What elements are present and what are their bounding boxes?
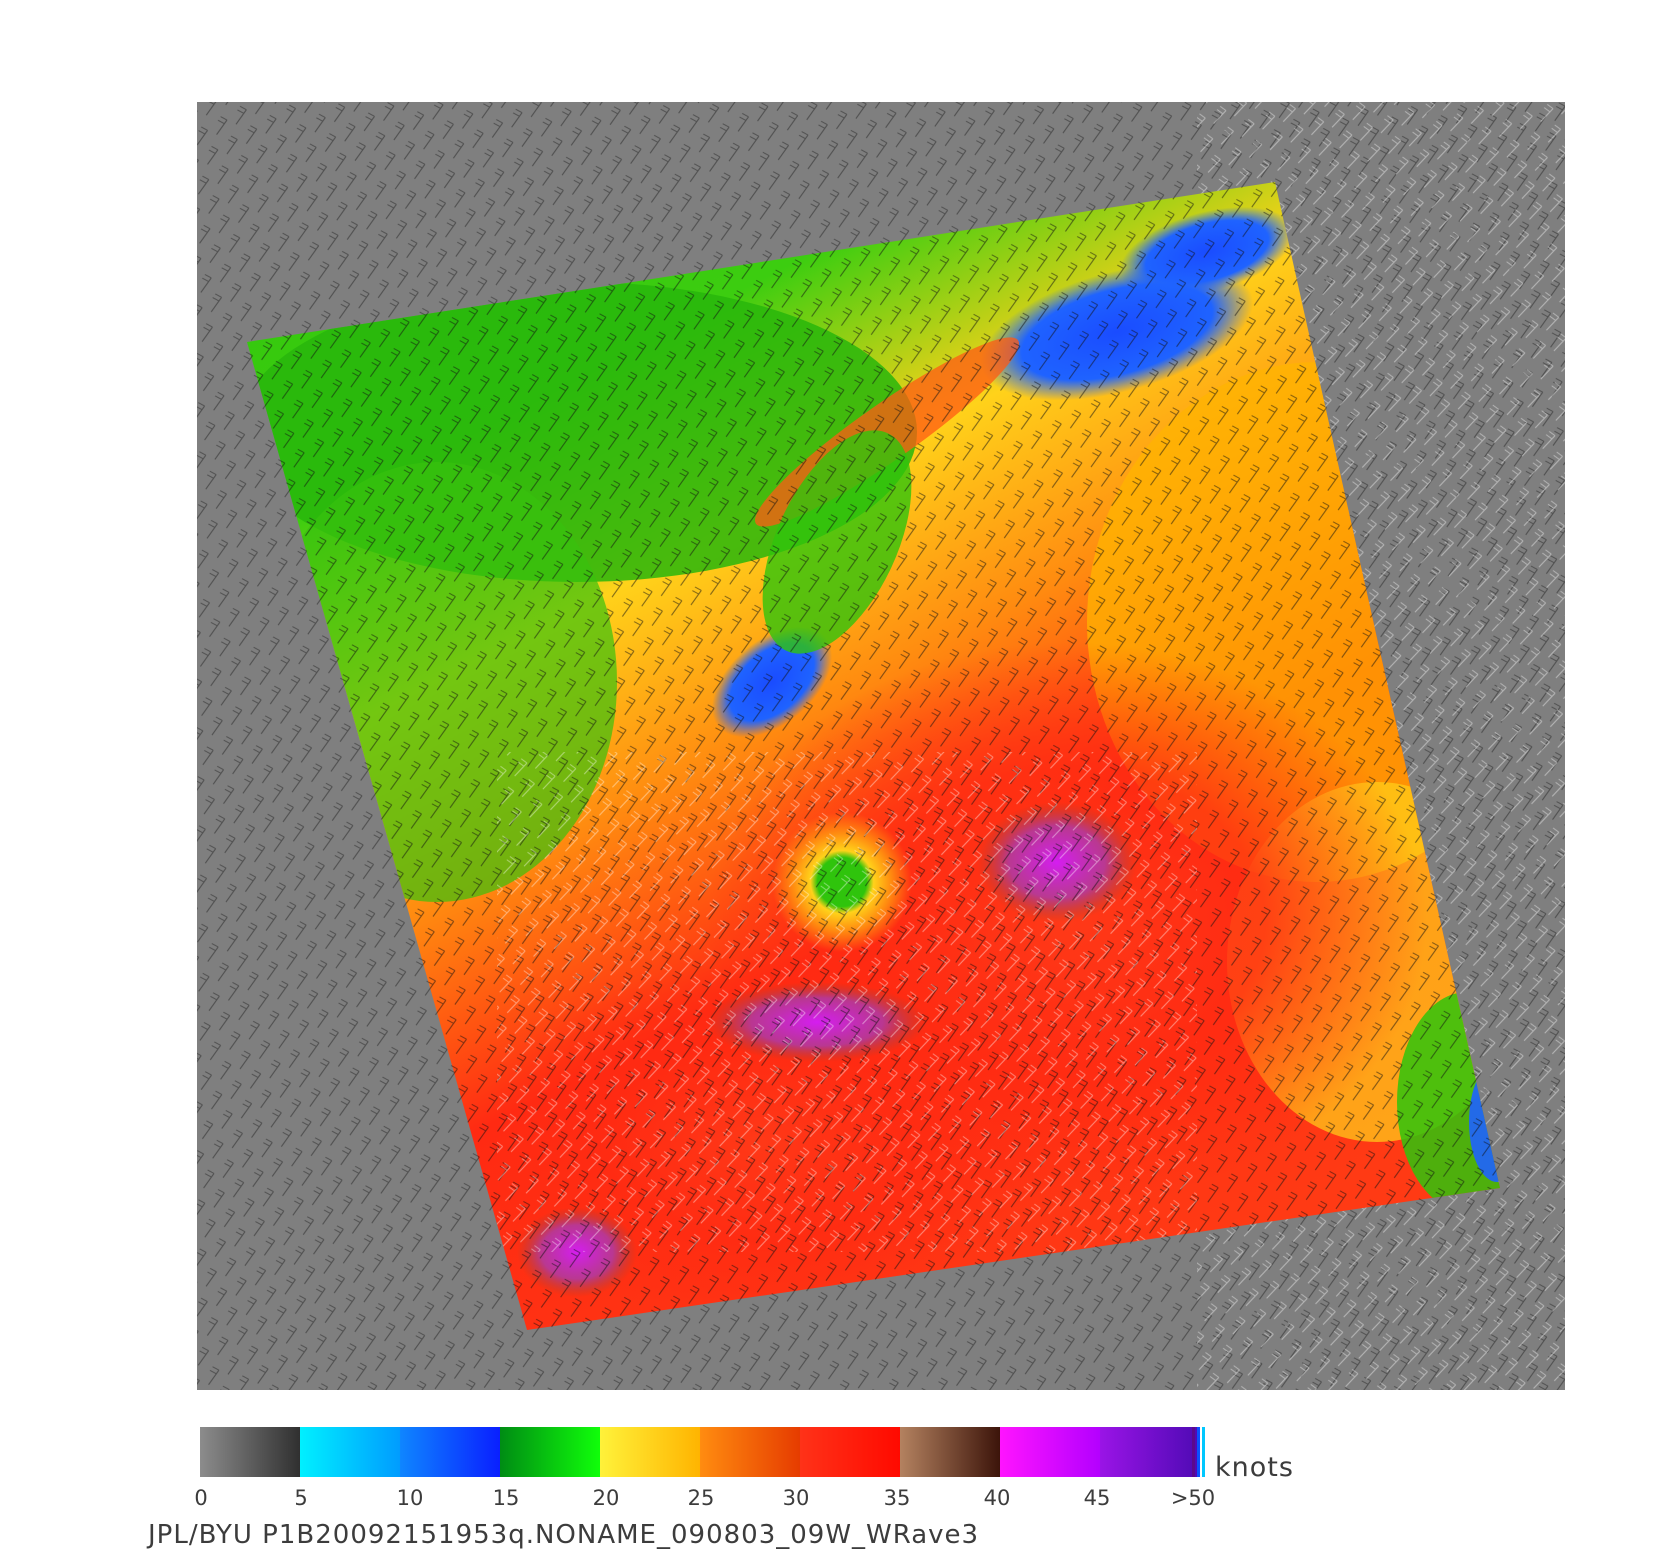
colorbar-tick-label: 35 <box>883 1486 911 1510</box>
colorbar-tick-label: 20 <box>592 1486 620 1510</box>
wind-speed-colorbar <box>200 1427 1200 1477</box>
colorbar-segment <box>400 1427 500 1477</box>
colorbar-segment <box>1000 1427 1100 1477</box>
colorbar-tick-label: 25 <box>687 1486 715 1510</box>
colorbar-segment <box>600 1427 700 1477</box>
colorbar-segment <box>200 1427 300 1477</box>
colorbar-overflow-marker <box>1192 1427 1208 1477</box>
colorbar-tick-label: 10 <box>396 1486 424 1510</box>
colorbar-segment <box>900 1427 1000 1477</box>
colorbar-segment <box>700 1427 800 1477</box>
colorbar-segment <box>300 1427 400 1477</box>
colorbar-tick-label: >50 <box>1170 1486 1216 1510</box>
colorbar-tick-label: 5 <box>294 1486 308 1510</box>
product-caption: JPL/BYU P1B20092151953q.NONAME_090803_09… <box>148 1520 980 1550</box>
colorbar-tick-label: 15 <box>492 1486 520 1510</box>
wind-field-map <box>197 102 1565 1390</box>
colorbar-tick-label: 45 <box>1083 1486 1111 1510</box>
colorbar-tick-label: 30 <box>782 1486 810 1510</box>
colorbar-tick-label: 0 <box>194 1486 208 1510</box>
colorbar-segment <box>800 1427 900 1477</box>
colorbar-unit-label: knots <box>1215 1452 1294 1483</box>
colorbar-segment <box>1100 1427 1200 1477</box>
colorbar-tick-label: 40 <box>983 1486 1011 1510</box>
colorbar-segment <box>500 1427 600 1477</box>
